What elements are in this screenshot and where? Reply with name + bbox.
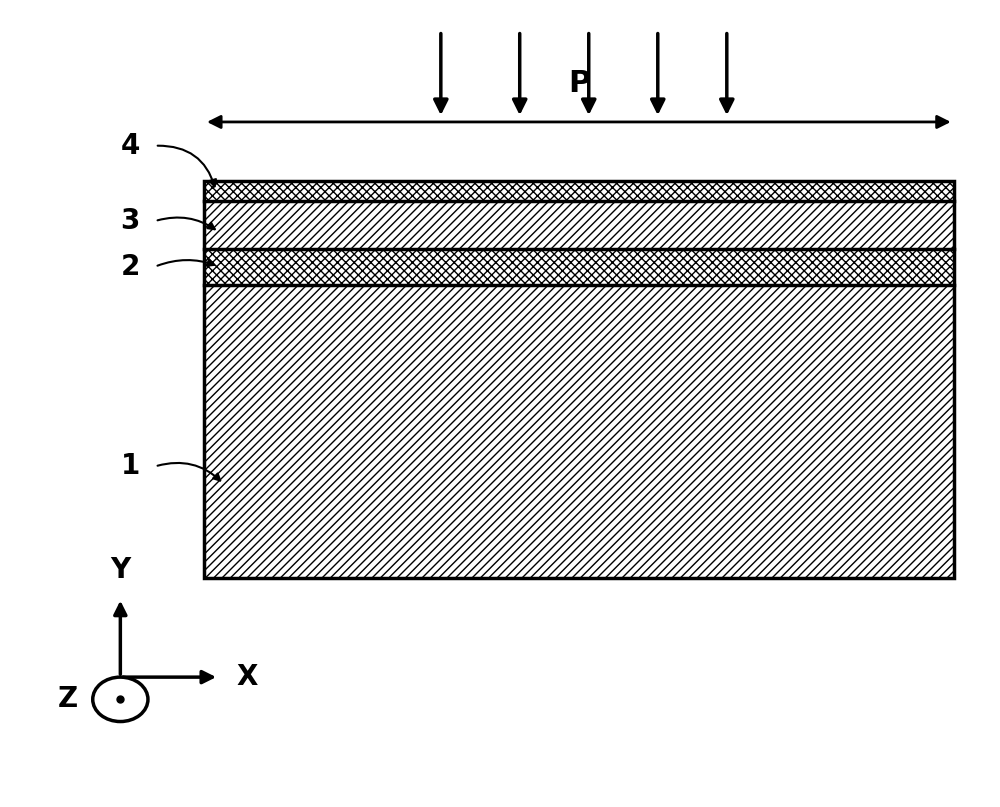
Text: P: P — [568, 69, 590, 98]
Bar — [204, 249, 954, 285]
Text: 1: 1 — [121, 453, 140, 480]
Text: 2: 2 — [121, 253, 140, 281]
Text: X: X — [237, 663, 258, 691]
Bar — [204, 201, 954, 249]
Bar — [204, 285, 954, 578]
Text: 3: 3 — [121, 207, 140, 235]
Bar — [204, 182, 954, 201]
Text: Y: Y — [110, 555, 130, 583]
Text: Z: Z — [58, 685, 78, 713]
Text: 4: 4 — [121, 132, 140, 160]
Bar — [204, 182, 954, 578]
